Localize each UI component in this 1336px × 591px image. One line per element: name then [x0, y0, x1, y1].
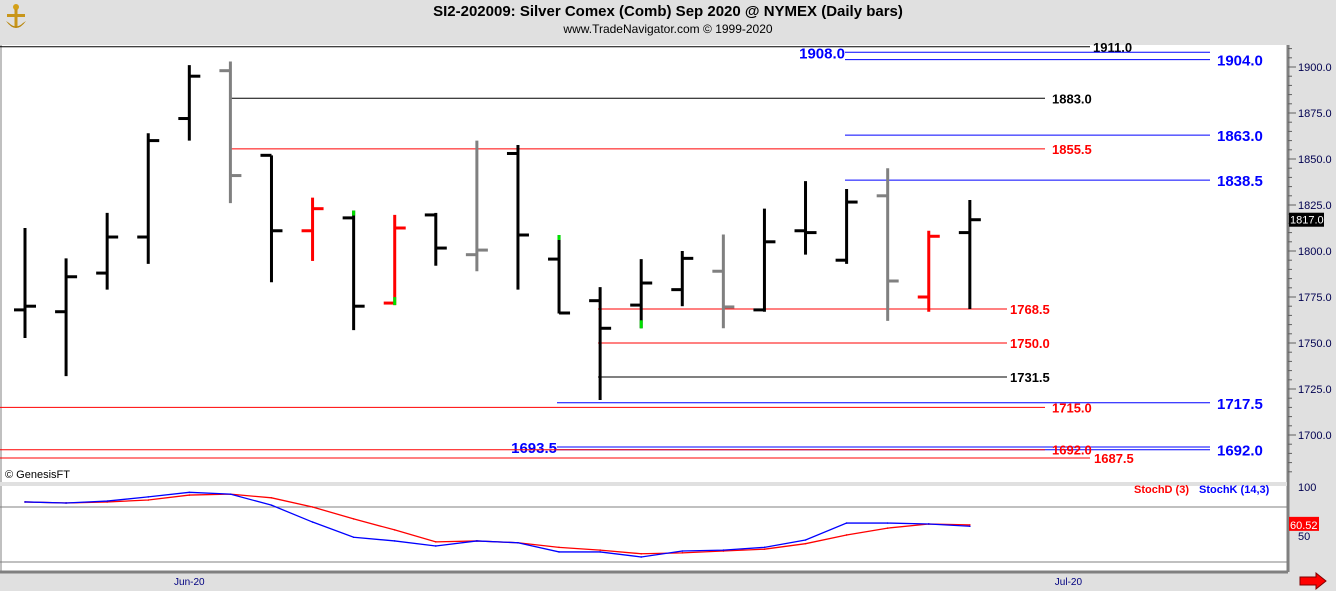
stoch-point: [845, 534, 848, 536]
stoch-point: [270, 497, 273, 499]
stoch-point: [147, 499, 150, 501]
stoch-point: [681, 550, 684, 552]
level-label: 1731.5: [1010, 370, 1050, 385]
stoch-point: [24, 501, 26, 503]
stoch-point: [969, 525, 971, 528]
y-tick-label: 1800.0: [1298, 246, 1332, 258]
y-tick-label: 1775.0: [1298, 292, 1332, 304]
trade-navigator-logo-icon: [6, 4, 26, 28]
stoch-point: [886, 522, 889, 524]
stoch-point: [352, 536, 355, 539]
stoch-point: [311, 521, 314, 523]
y-tick-label: 1750.0: [1298, 338, 1332, 350]
level-label: 1768.5: [1010, 302, 1050, 317]
x-tick-label: Jul-20: [1055, 577, 1083, 588]
stoch-point: [722, 549, 725, 551]
stoch-point: [681, 552, 684, 554]
stoch-point: [435, 545, 437, 547]
y-tick-label: 1900.0: [1298, 62, 1332, 74]
level-label: 1908.0: [799, 45, 845, 62]
stoch-point: [558, 551, 560, 553]
stoch-point: [640, 556, 642, 558]
copyright-label: © GenesisFT: [5, 469, 70, 481]
stoch-point: [558, 546, 560, 549]
stoch-point: [229, 493, 232, 495]
y-tick-label: 1875.0: [1298, 108, 1332, 120]
stoch-point: [845, 522, 848, 524]
stoch-y-tick-label: 100: [1298, 482, 1316, 494]
stoch-point: [599, 549, 601, 551]
stoch-point: [270, 504, 273, 506]
stoch-point: [599, 551, 601, 553]
panel-separator: [0, 482, 1287, 486]
stoch-point: [886, 527, 889, 529]
level-label: 1863.0: [1217, 128, 1263, 145]
stoch-point: [763, 546, 766, 549]
level-label: 1687.5: [1094, 451, 1134, 466]
stoch-point: [188, 494, 191, 496]
stoch-point: [804, 542, 807, 545]
last-price-label: 1817.0: [1290, 215, 1324, 227]
stoch-point: [393, 529, 396, 531]
stoch-point: [640, 552, 642, 555]
stoch-point: [969, 524, 971, 526]
stoch-y-tick-label: 50: [1298, 531, 1310, 543]
stoch-point: [517, 541, 519, 544]
y-tick-label: 1850.0: [1298, 154, 1332, 166]
stoch-value-badge: [1289, 516, 1319, 531]
stoch-legend-label: StochD (3): [1134, 484, 1189, 496]
chart-subtitle: www.TradeNavigator.com © 1999-2020: [563, 22, 773, 36]
stoch-value-label: 60.52: [1290, 520, 1318, 532]
level-label: 1904.0: [1217, 53, 1263, 70]
chart-title: SI2-202009: Silver Comex (Comb) Sep 2020…: [433, 3, 903, 20]
stoch-series-line: [24, 491, 970, 558]
last-price-badge: [1289, 212, 1324, 227]
y-tick-label: 1700.0: [1298, 430, 1332, 442]
level-label: 1750.0: [1010, 336, 1050, 351]
stoch-point: [147, 496, 150, 498]
scroll-right-arrow-icon[interactable]: [1299, 571, 1327, 591]
level-label: 1717.5: [1217, 396, 1263, 413]
stoch-panel: [0, 486, 1287, 571]
stoch-point: [763, 548, 766, 550]
level-label: 1883.0: [1052, 91, 1092, 106]
stoch-point: [188, 491, 191, 494]
stoch-point: [804, 539, 807, 541]
stoch-point: [476, 540, 478, 542]
stoch-point: [311, 506, 314, 508]
price-panel: [0, 45, 1287, 483]
stoch-point: [352, 518, 355, 520]
stoch-point: [393, 540, 396, 542]
stoch-point: [65, 502, 67, 504]
y-tick-label: 1825.0: [1298, 200, 1332, 212]
level-label: 1855.5: [1052, 142, 1092, 157]
level-label: 1692.0: [1217, 443, 1263, 460]
y-tick-label: 1725.0: [1298, 384, 1332, 396]
stoch-point: [927, 523, 930, 525]
level-label: 1715.0: [1052, 400, 1092, 415]
level-label: 1692.0: [1052, 443, 1092, 458]
level-label: 1838.5: [1217, 173, 1263, 190]
x-tick-label: Jun-20: [174, 577, 205, 588]
level-label: 1693.5: [511, 440, 557, 457]
level-label: 1911.0: [1093, 40, 1132, 55]
stoch-point: [106, 500, 108, 502]
stoch-legend-label: StochK (14,3): [1199, 484, 1270, 496]
stoch-point: [435, 541, 437, 543]
